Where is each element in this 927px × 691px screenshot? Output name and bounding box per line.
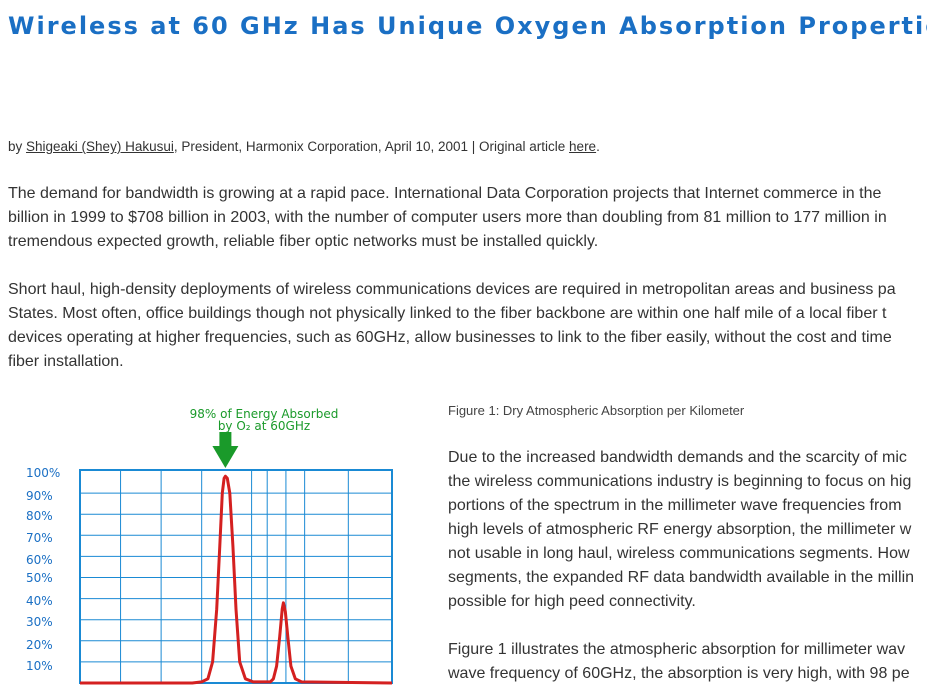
y-axis-ticks: 100% 90% 80% 70% 60% 50% 40% 30% 20% 10% <box>26 466 60 673</box>
paragraph-line: segments, the expanded RF data bandwidth… <box>448 569 915 586</box>
byline: by Shigeaki (Shey) Hakusui, President, H… <box>8 139 600 154</box>
paragraph-line: not usable in long haul, wireless commun… <box>448 545 910 562</box>
paragraph-line: possible for high peed connectivity. <box>448 593 696 610</box>
paragraph-line: Short haul, high-density deployments of … <box>8 281 896 298</box>
byline-prefix: by <box>8 139 27 154</box>
paragraph-line: tremendous expected growth, reliable fib… <box>8 233 599 250</box>
paragraph-line: high levels of atmospheric RF energy abs… <box>448 521 912 538</box>
paragraph-figure1-description: Figure 1 illustrates the atmospheric abs… <box>448 638 927 686</box>
y-tick-label: 70% <box>26 531 53 545</box>
y-tick-label: 50% <box>26 571 53 585</box>
y-tick-label: 80% <box>26 509 53 523</box>
paragraph-millimeter-wave: Due to the increased bandwidth demands a… <box>448 446 927 614</box>
chart-grid <box>79 469 393 684</box>
figure-caption: Figure 1: Dry Atmospheric Absorption per… <box>448 403 745 418</box>
y-tick-label: 40% <box>26 594 53 608</box>
paragraph-line: fiber installation. <box>8 353 124 370</box>
byline-affiliation: , President, Harmonix Corporation, April… <box>173 139 570 154</box>
original-article-link[interactable]: here <box>569 139 597 154</box>
paragraph-line: The demand for bandwidth is growing at a… <box>8 185 882 202</box>
paragraph-line: devices operating at higher frequencies,… <box>8 329 892 346</box>
absorption-series-line <box>80 474 393 685</box>
paragraph-line: billion in 1999 to $708 billion in 2003,… <box>8 209 887 226</box>
y-tick-label: 30% <box>26 615 53 629</box>
article-title: Wireless at 60 GHz Has Unique Oxygen Abs… <box>8 12 927 40</box>
chart-series <box>80 474 393 685</box>
author-link[interactable]: Shigeaki (Shey) Hakusui <box>26 139 174 154</box>
paragraph-line: Figure 1 illustrates the atmospheric abs… <box>448 641 906 658</box>
paragraph-line: States. Most often, office buildings tho… <box>8 305 887 322</box>
absorption-chart-figure: 100% 90% 80% 70% 60% 50% 40% 30% 20% 10% 98% of E… <box>8 400 408 686</box>
y-tick-label: 10% <box>26 659 53 673</box>
y-tick-label: 100% <box>26 466 60 480</box>
y-tick-label: 60% <box>26 553 53 567</box>
byline-suffix: . <box>596 139 600 154</box>
y-tick-label: 90% <box>26 489 53 503</box>
paragraph-line: wave frequency of 60GHz, the absorption … <box>448 665 910 682</box>
chart-annotation-line2: by O₂ at 60GHz <box>218 419 310 433</box>
paragraph-line: the wireless communications industry is … <box>448 473 912 490</box>
chart-annotation-line1: 98% of Energy Absorbed <box>190 407 339 421</box>
y-tick-label: 20% <box>26 638 53 652</box>
paragraph-line: Due to the increased bandwidth demands a… <box>448 449 907 466</box>
paragraph-bandwidth-demand: The demand for bandwidth is growing at a… <box>8 182 927 254</box>
absorption-chart: 100% 90% 80% 70% 60% 50% 40% 30% 20% 10% 98% of E… <box>26 407 393 685</box>
paragraph-line: portions of the spectrum in the millimet… <box>448 497 902 514</box>
paragraph-short-haul: Short haul, high-density deployments of … <box>8 278 927 374</box>
chart-frame <box>79 469 393 684</box>
peak-arrow-icon <box>212 432 239 468</box>
